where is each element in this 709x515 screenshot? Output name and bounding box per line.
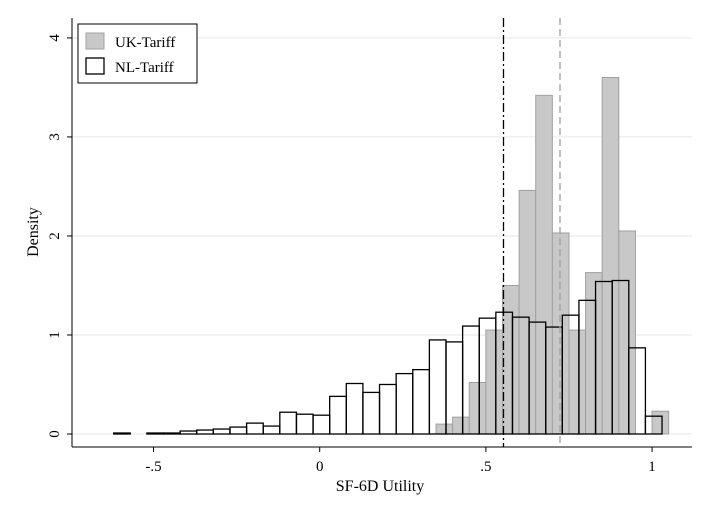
uk-tariff-bar <box>585 272 603 435</box>
y-axis-title: Density <box>25 207 42 257</box>
nl-tariff-bar <box>162 432 181 435</box>
uk-tariff-bars <box>435 77 670 435</box>
nl-tariff-bar <box>628 347 647 435</box>
x-tick-label: -.5 <box>145 459 161 475</box>
nl-tariff-bar <box>179 430 198 435</box>
tick-labels: 0 1 2 3 4 -.5 0 .5 1 <box>47 34 656 475</box>
x-tick-label: .5 <box>480 459 491 475</box>
y-tick-label: 1 <box>47 331 63 339</box>
x-axis-title: SF-6D Utility <box>336 478 424 495</box>
nl-tariff-bar <box>345 382 364 435</box>
uk-tariff-bar <box>568 329 587 435</box>
y-tick-label: 0 <box>47 430 63 438</box>
uk-tariff-bar <box>535 94 553 435</box>
nl-tariff-bar <box>412 368 431 435</box>
nl-tariff-bar <box>229 426 248 435</box>
nl-tariff-bar <box>329 395 347 435</box>
legend: UK-Tariff NL-Tariff <box>77 23 198 84</box>
nl-tariff-bar <box>212 428 231 435</box>
uk-tariff-bar <box>551 232 570 435</box>
nl-tariff-bar <box>428 339 447 435</box>
nl-tariff-bar <box>378 383 397 435</box>
x-tick-label: 0 <box>316 459 324 475</box>
nl-tariff-bar <box>196 429 215 435</box>
uk-tariff-bar <box>601 77 620 435</box>
nl-tariff-bar <box>644 415 663 435</box>
uk-tariff-bar <box>651 410 670 435</box>
nl-tariff-bar <box>395 372 414 435</box>
y-tick-label: 3 <box>47 133 63 141</box>
axes <box>67 18 692 452</box>
nl-tariff-bar <box>146 432 165 435</box>
nl-tariff-bars <box>112 279 663 435</box>
nl-tariff-bar <box>262 425 281 435</box>
legend-swatch-nl-tariff <box>85 57 105 75</box>
y-tick-label: 2 <box>47 232 63 240</box>
nl-tariff-bar <box>279 411 298 435</box>
legend-label-nl-tariff: NL-Tariff <box>115 60 174 76</box>
uk-tariff-bar <box>618 230 636 435</box>
y-tick-label: 4 <box>47 34 63 42</box>
uk-tariff-bar <box>468 382 487 435</box>
uk-tariff-bar <box>518 189 537 435</box>
uk-tariff-bar <box>485 329 504 435</box>
legend-swatch-uk-tariff <box>85 32 105 50</box>
nl-tariff-bar <box>295 413 314 435</box>
uk-tariff-bar <box>452 416 470 435</box>
legend-label-uk-tariff: UK-Tariff <box>115 35 175 51</box>
nl-tariff-bar <box>362 391 381 435</box>
nl-tariff-bar <box>245 422 264 435</box>
mean-reference-lines <box>502 18 561 447</box>
x-tick-label: 1 <box>648 459 656 475</box>
uk-tariff-bar <box>435 423 454 435</box>
nl-tariff-bar <box>112 432 131 435</box>
nl-tariff-bar <box>312 414 331 435</box>
uk-tariff-bar <box>502 284 520 435</box>
